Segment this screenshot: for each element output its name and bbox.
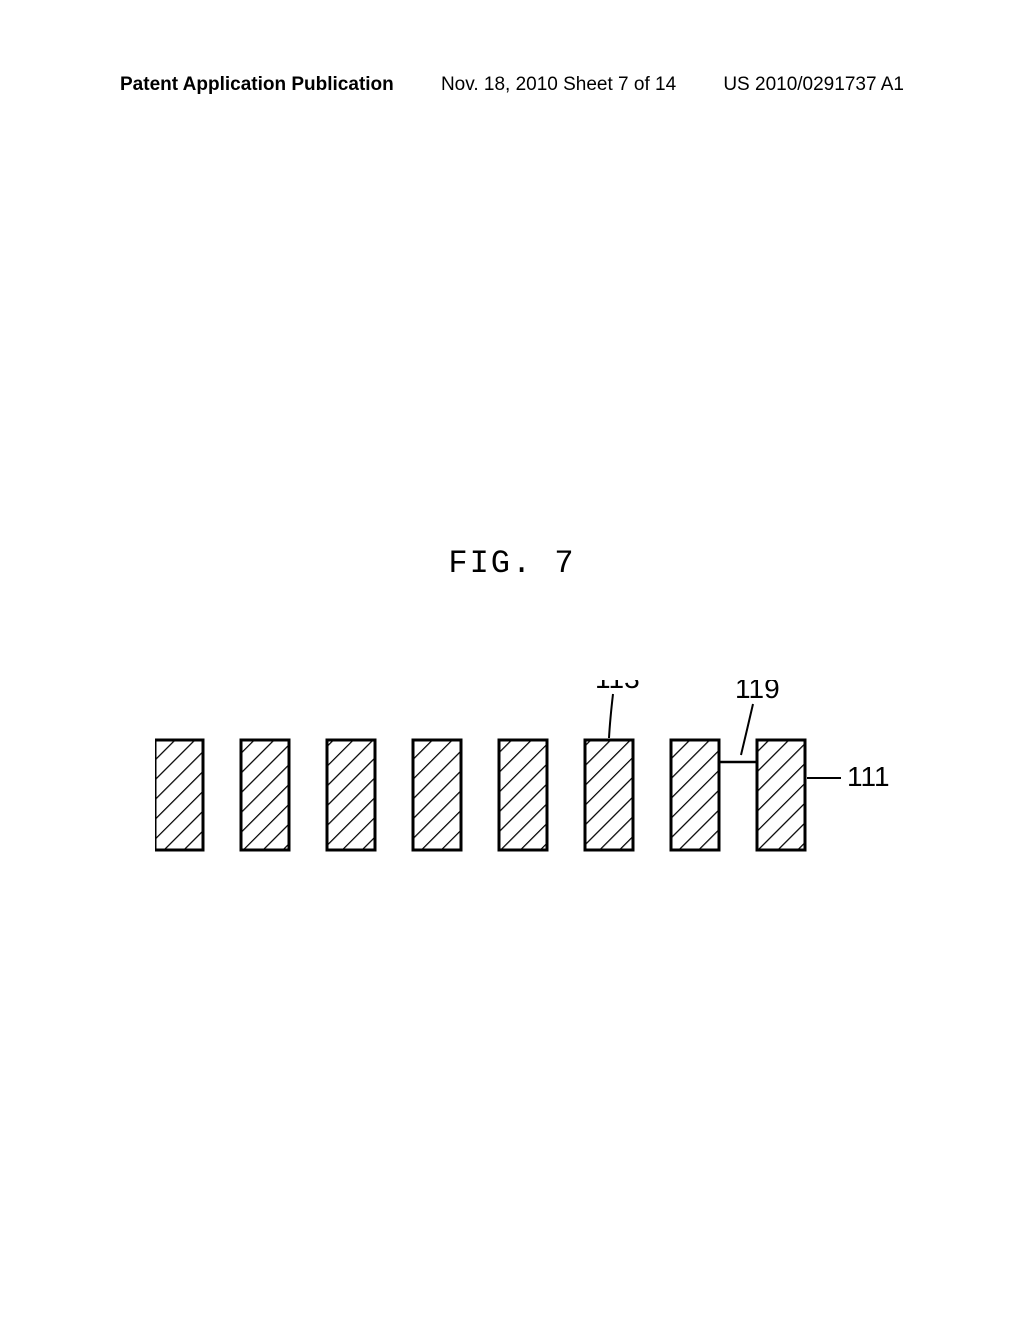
bar-1	[155, 740, 203, 850]
label-119: 119	[735, 680, 780, 704]
bar-5	[499, 740, 547, 850]
bar-3	[327, 740, 375, 850]
bar-7	[671, 740, 719, 850]
page-header: Patent Application Publication Nov. 18, …	[0, 74, 1024, 96]
bar-6	[585, 740, 633, 850]
header-patent-number: US 2010/0291737 A1	[723, 74, 904, 96]
leader-113	[609, 694, 613, 738]
bar-2	[241, 740, 289, 850]
figure-title: FIG. 7	[448, 545, 575, 582]
header-date-sheet: Nov. 18, 2010 Sheet 7 of 14	[441, 74, 676, 96]
bar-group	[155, 740, 805, 850]
leader-119	[741, 704, 753, 755]
label-111: 111	[847, 761, 890, 792]
bar-4	[413, 740, 461, 850]
patent-figure-diagram: 113 119 111	[155, 680, 855, 880]
label-113: 113	[595, 680, 640, 694]
header-publication: Patent Application Publication	[120, 74, 394, 96]
bar-8	[757, 740, 805, 850]
